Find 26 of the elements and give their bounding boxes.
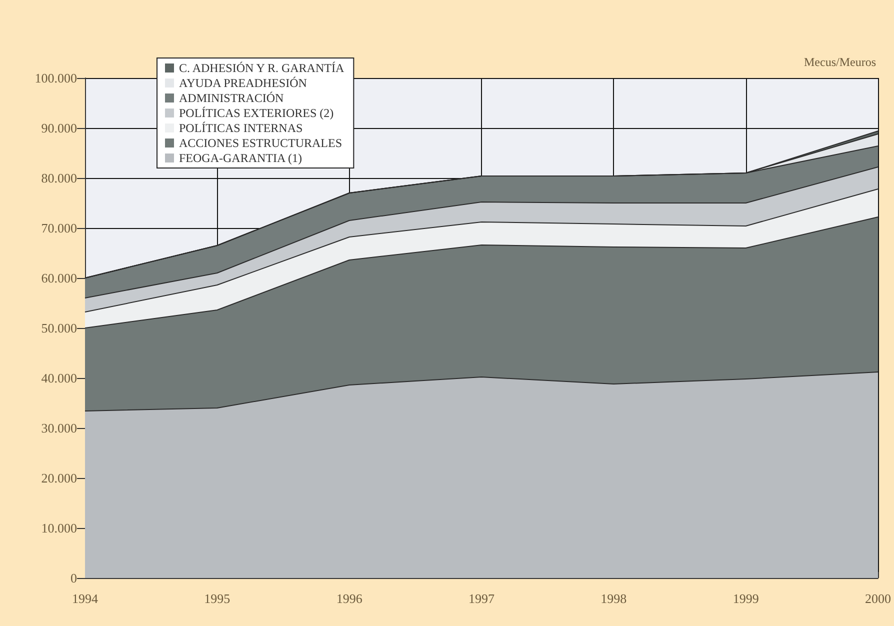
x-tick-label: 1994 — [72, 591, 98, 606]
legend-label: POLÍTICAS INTERNAS — [179, 121, 303, 135]
y-tick-label: 40.000 — [41, 370, 77, 386]
legend-label: POLÍTICAS EXTERIORES (2) — [179, 106, 334, 120]
x-tick-label: 1996 — [336, 591, 363, 606]
x-tick-label: 1999 — [732, 591, 759, 606]
y-tick-label: 0 — [70, 570, 77, 586]
y-tick-label: 20.000 — [41, 470, 77, 486]
legend-label: ACCIONES ESTRUCTURALES — [179, 136, 342, 150]
legend-label: ADMINISTRACIÓN — [179, 91, 284, 105]
legend-label: FEOGA-GARANTIA (1) — [179, 151, 302, 165]
y-tick-label: 80.000 — [41, 170, 77, 186]
x-tick-label: 2000 — [865, 591, 891, 606]
legend-label: AYUDA PREADHESIÓN — [179, 76, 308, 90]
x-tick-label: 1995 — [204, 591, 230, 606]
y-tick-label: 30.000 — [41, 420, 77, 436]
y-tick-label: 10.000 — [41, 520, 77, 536]
y-tick-label: 100.000 — [34, 70, 77, 86]
y-tick-label: 70.000 — [41, 220, 77, 236]
x-tick-label: 1997 — [468, 591, 495, 606]
x-tick-label: 1998 — [600, 591, 627, 606]
y-tick-label: 90.000 — [41, 120, 77, 136]
legend-label: C. ADHESIÓN Y R. GARANTÍA — [179, 61, 344, 75]
text: Mecus/Meuros — [804, 55, 876, 69]
y-tick-label: 60.000 — [41, 270, 77, 286]
y-tick-label: 50.000 — [41, 320, 77, 336]
